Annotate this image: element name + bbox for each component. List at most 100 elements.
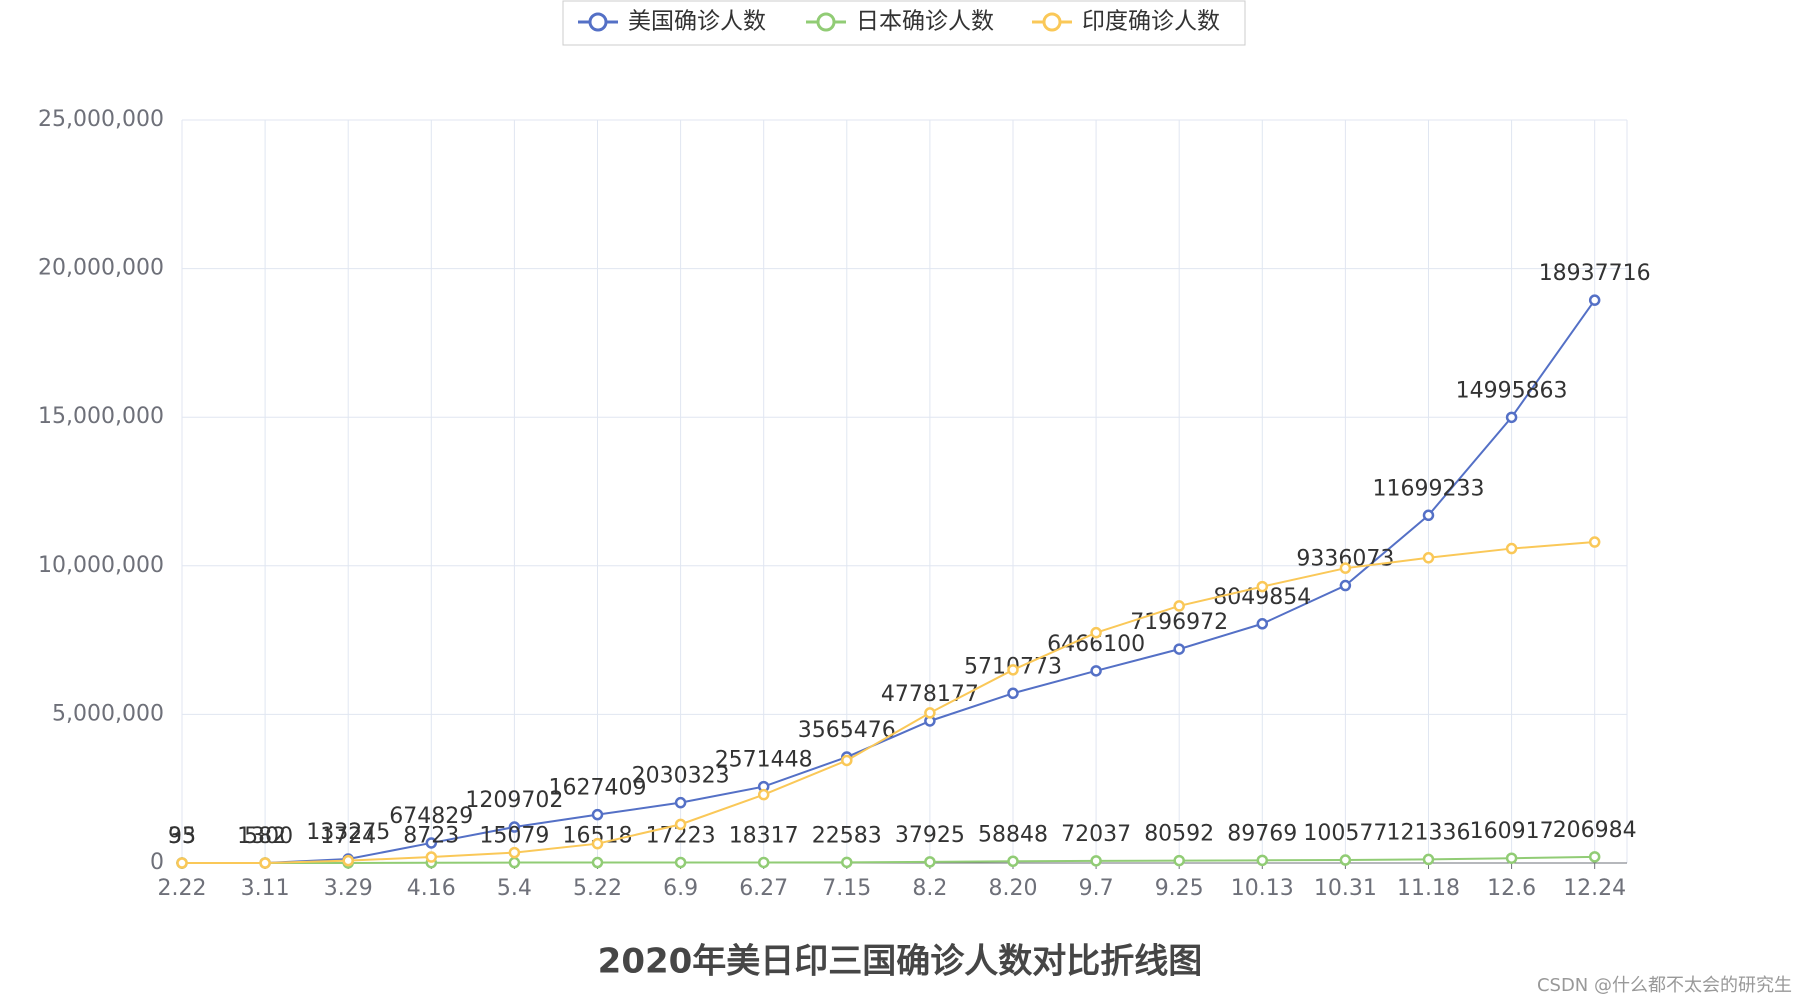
y-tick-label: 10,000,000 bbox=[38, 553, 164, 578]
point bbox=[924, 707, 936, 719]
x-tick-label: 5.22 bbox=[573, 876, 622, 901]
point bbox=[176, 857, 188, 869]
point bbox=[1588, 851, 1601, 863]
data-label: 22583 bbox=[812, 823, 882, 848]
y-tick-label: 25,000,000 bbox=[38, 107, 164, 132]
point bbox=[259, 857, 271, 869]
point bbox=[1422, 853, 1435, 866]
data-label: 72037 bbox=[1061, 822, 1131, 847]
point bbox=[674, 796, 687, 809]
point bbox=[508, 856, 521, 869]
point bbox=[1422, 509, 1435, 522]
point bbox=[508, 821, 521, 833]
point bbox=[1505, 542, 1518, 555]
legend-marker bbox=[816, 12, 836, 32]
x-tick-label: 5.4 bbox=[497, 876, 532, 901]
point bbox=[1505, 411, 1518, 424]
data-label: 80592 bbox=[1144, 822, 1214, 847]
point bbox=[1173, 600, 1185, 612]
data-label: 133275 bbox=[306, 820, 390, 845]
data-label: 58848 bbox=[978, 822, 1048, 847]
legend-marker bbox=[588, 12, 608, 32]
data-label: 121336 bbox=[1386, 820, 1470, 845]
data-label: 160917 bbox=[1470, 819, 1554, 844]
data-label: 206984 bbox=[1553, 818, 1637, 843]
x-tick-label: 8.20 bbox=[988, 876, 1037, 901]
data-label: 89769 bbox=[1227, 821, 1297, 846]
data-label: 7196972 bbox=[1130, 610, 1228, 635]
data-label: 1627409 bbox=[549, 776, 647, 801]
data-label: 18317 bbox=[729, 823, 799, 848]
point bbox=[1588, 536, 1601, 548]
plot: 0 5,000,000 10,000,000 15,000,000 20,000,000… bbox=[38, 107, 1651, 901]
legend-box bbox=[562, 0, 1246, 46]
point bbox=[1588, 294, 1601, 306]
point bbox=[1090, 626, 1102, 639]
point bbox=[342, 854, 354, 867]
point bbox=[1007, 664, 1019, 676]
y-tick-label: 15,000,000 bbox=[38, 404, 164, 429]
point bbox=[591, 837, 604, 850]
x-tick-label: 7.15 bbox=[822, 876, 871, 901]
point bbox=[1339, 854, 1352, 866]
point bbox=[1256, 618, 1269, 630]
x-tick-label: 12.6 bbox=[1487, 876, 1536, 901]
y-tick-label: 0 bbox=[150, 850, 164, 875]
legend-label: 日本确诊人数 bbox=[856, 9, 994, 35]
point bbox=[1505, 852, 1518, 864]
data-label: 2571448 bbox=[715, 748, 813, 773]
point bbox=[1007, 855, 1019, 868]
series-line bbox=[181, 541, 1595, 864]
series-line bbox=[181, 855, 1595, 864]
point bbox=[1339, 579, 1352, 592]
data-label: 100577 bbox=[1303, 821, 1387, 846]
watermark: CSDN @什么都不太会的研究生 bbox=[1537, 975, 1792, 996]
data-label: 582 bbox=[244, 824, 286, 849]
x-tick-label: 11.18 bbox=[1397, 876, 1460, 901]
legend-marker bbox=[1042, 12, 1062, 32]
x-tick-label: 6.27 bbox=[739, 876, 788, 901]
data-label: 1209702 bbox=[465, 788, 563, 813]
data-label: 37925 bbox=[895, 823, 965, 848]
point bbox=[425, 851, 438, 863]
point bbox=[757, 788, 770, 801]
point bbox=[1422, 552, 1435, 564]
data-label: 2030323 bbox=[632, 764, 730, 789]
legend: 美国确诊人数 日本确诊人数 印度确诊人数 bbox=[578, 9, 1220, 35]
x-tick-label: 2.22 bbox=[158, 876, 207, 901]
x-tick-label: 4.16 bbox=[407, 876, 456, 901]
point bbox=[1090, 665, 1102, 677]
data-label: 4778177 bbox=[881, 682, 979, 707]
point bbox=[674, 856, 687, 869]
point bbox=[1339, 562, 1352, 574]
point bbox=[425, 837, 438, 849]
x-tick-label: 8.2 bbox=[912, 876, 947, 901]
x-tick-label: 9.7 bbox=[1079, 876, 1114, 901]
data-label: 93 bbox=[168, 824, 196, 849]
data-label: 15079 bbox=[479, 824, 549, 849]
point bbox=[841, 754, 853, 767]
point bbox=[841, 856, 853, 869]
data-label: 18937716 bbox=[1539, 261, 1651, 286]
data-label: 674829 bbox=[389, 804, 473, 829]
y-tick-label: 20,000,000 bbox=[38, 256, 164, 281]
point bbox=[924, 856, 936, 868]
point bbox=[1173, 854, 1185, 867]
x-tick-label: 12.24 bbox=[1563, 876, 1626, 901]
data-label: 11699233 bbox=[1372, 476, 1484, 501]
chart-title: 2020年美日印三国确诊人数对比折线图 bbox=[598, 942, 1203, 982]
x-tick-label: 3.29 bbox=[324, 876, 373, 901]
legend-label: 印度确诊人数 bbox=[1082, 9, 1220, 35]
point bbox=[1256, 854, 1269, 867]
point bbox=[1173, 643, 1185, 655]
x-tick-label: 10.13 bbox=[1231, 876, 1294, 901]
data-label: 8723 bbox=[403, 824, 459, 849]
point bbox=[591, 856, 604, 869]
point bbox=[1256, 580, 1269, 593]
point bbox=[1007, 687, 1019, 700]
x-tick-label: 9.25 bbox=[1155, 876, 1204, 901]
point bbox=[674, 818, 687, 831]
point bbox=[757, 856, 770, 869]
x-tick-label: 3.11 bbox=[241, 876, 290, 901]
